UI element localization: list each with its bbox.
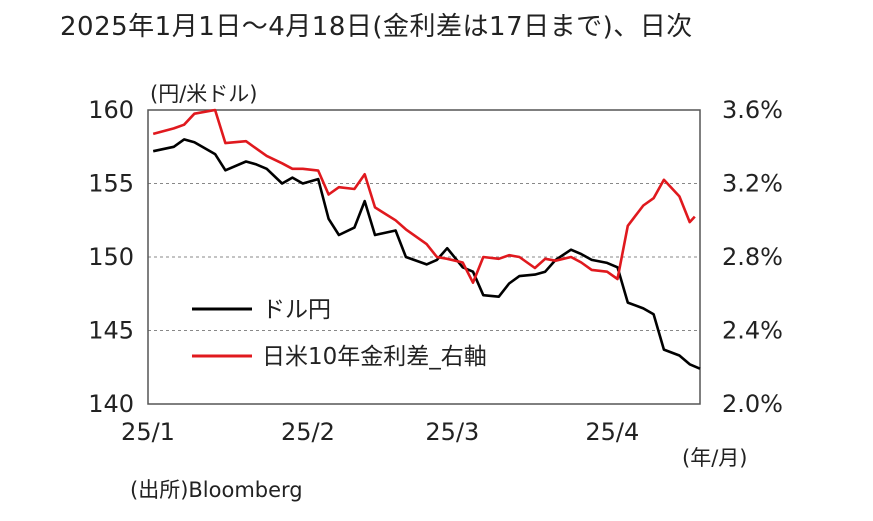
left-tick-label: 155: [88, 170, 134, 198]
plot-frame: [147, 109, 701, 405]
right-tick-label: 3.2%: [722, 170, 783, 198]
source-note: (出所)Bloomberg: [130, 478, 303, 502]
x-axis-ticks: 25/1 25/2 25/3 25/4: [121, 418, 639, 446]
chart-title: 2025年1月1日～4月18日(金利差は17日まで)、日次: [60, 12, 693, 42]
grid-lines: [148, 183, 700, 331]
series-line-usdjpy: [152, 138, 701, 370]
right-tick-label: 2.4%: [722, 317, 783, 345]
left-axis-unit: (円/米ドル): [150, 82, 258, 106]
x-tick-label: 25/3: [425, 418, 479, 446]
left-tick-label: 150: [88, 243, 134, 271]
left-tick-label: 145: [88, 317, 134, 345]
series-lines: [152, 108, 701, 370]
right-tick-label: 3.6%: [722, 96, 783, 124]
x-tick-label: 25/2: [281, 418, 335, 446]
left-tick-label: 140: [88, 390, 134, 418]
x-axis-unit: (年/月): [682, 446, 748, 470]
right-tick-label: 2.0%: [722, 390, 783, 418]
series-line-rate-spread: [152, 108, 696, 285]
left-axis-ticks: 140 145 150 155 160: [88, 96, 134, 418]
right-tick-label: 2.8%: [722, 243, 783, 271]
left-tick-label: 160: [88, 96, 134, 124]
x-tick-label: 25/4: [585, 418, 639, 446]
right-axis-ticks: 2.0% 2.4% 2.8% 3.2% 3.6%: [722, 96, 783, 418]
x-tick-label: 25/1: [121, 418, 175, 446]
legend-label: 日米10年金利差_右軸: [262, 344, 487, 370]
legend-label: ドル円: [262, 297, 331, 323]
